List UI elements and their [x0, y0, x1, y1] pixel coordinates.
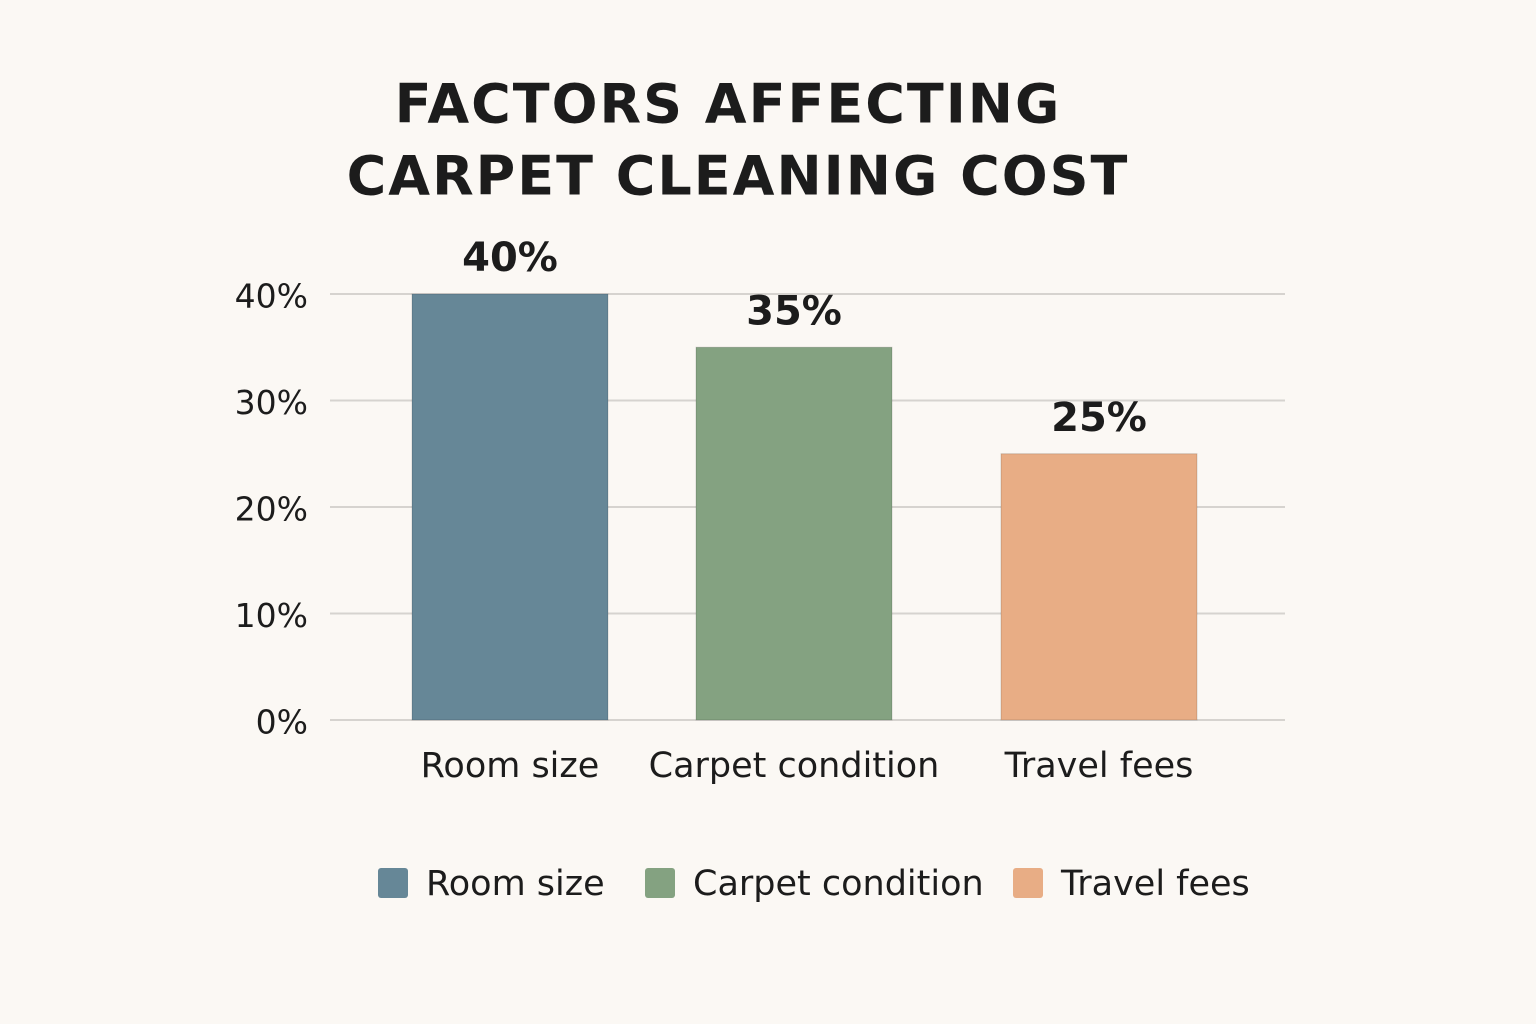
value-label: 25%: [1051, 395, 1147, 441]
value-label: 40%: [462, 235, 558, 281]
bar: [695, 346, 893, 721]
x-tick-label: Room size: [421, 746, 600, 786]
bar: [411, 293, 609, 721]
y-tick-label: 30%: [235, 383, 308, 422]
legend-swatch: [1013, 868, 1043, 898]
legend-label: Travel fees: [1060, 864, 1250, 904]
bar: [1000, 453, 1198, 721]
y-tick-label: 0%: [256, 703, 308, 742]
chart-title: CARPET CLEANING COST: [347, 145, 1130, 208]
legend-swatch: [378, 868, 408, 898]
chart-title: FACTORS AFFECTING: [395, 73, 1062, 136]
legend-swatch: [645, 868, 675, 898]
y-tick-label: 10%: [235, 596, 308, 635]
value-label: 35%: [746, 288, 842, 334]
x-tick-label: Travel fees: [1004, 746, 1194, 786]
y-tick-label: 40%: [235, 277, 308, 316]
x-tick-label: Carpet condition: [649, 746, 940, 786]
y-tick-label: 20%: [235, 490, 308, 529]
legend-label: Room size: [426, 864, 605, 904]
legend-label: Carpet condition: [693, 864, 984, 904]
